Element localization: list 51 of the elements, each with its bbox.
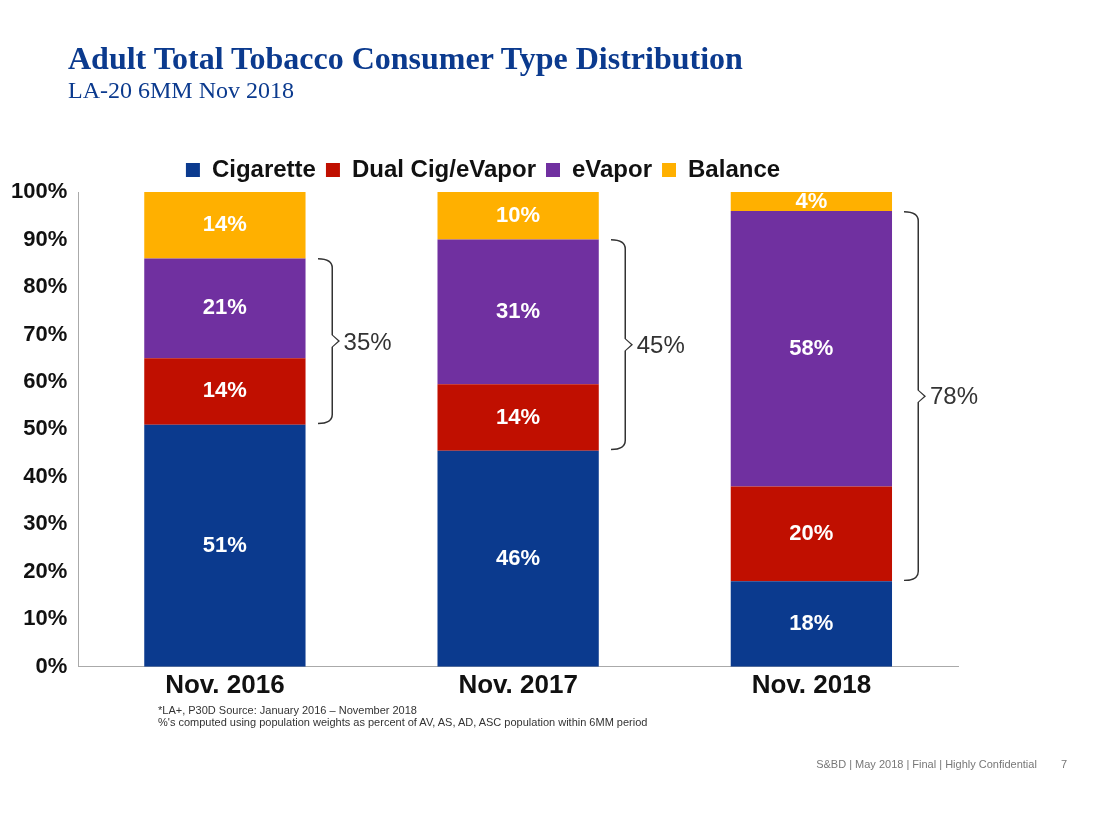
text: *LA+, P30D Source: January 2016 – November 2018: [158, 704, 418, 716]
bar: [144, 358, 306, 425]
bar: [437, 450, 599, 667]
annotation: 35%: [343, 327, 392, 356]
y-tick-label: 80%: [23, 273, 68, 299]
data-label: 31%: [496, 297, 541, 323]
bar: [437, 384, 599, 451]
chart-title: Adult Total Tobacco Consumer Type Distribution: [68, 40, 744, 77]
bar: [144, 258, 306, 359]
bar: [437, 239, 599, 385]
data-label: 51%: [202, 531, 247, 557]
data-label: 10%: [496, 201, 541, 227]
y-tick-label: 100%: [10, 178, 68, 204]
x-tick-label: Nov. 2018: [751, 668, 872, 699]
x-tick-label: Nov. 2016: [165, 668, 285, 699]
y-tick-label: 10%: [23, 605, 68, 631]
y-tick-label: 20%: [23, 557, 68, 583]
bar: [730, 581, 893, 667]
data-label: 14%: [202, 377, 247, 403]
x-tick-label: Nov. 2017: [458, 668, 578, 699]
bar: [730, 192, 893, 211]
bar: [437, 192, 599, 240]
chart-subtitle: LA-20 6MM Nov 2018: [68, 77, 295, 104]
y-tick-label: 70%: [23, 320, 68, 346]
text: 7: [1060, 758, 1067, 770]
y-tick-label: 60%: [23, 367, 68, 393]
y-tick-label: 0%: [35, 652, 68, 678]
text: %'s computed using population weights as percent of AV, AS, AD, ASC population within 6MM period: [158, 716, 649, 728]
data-label: 21%: [202, 294, 247, 320]
data-label: 14%: [496, 403, 541, 429]
legend-label: eVapor: [571, 154, 653, 182]
y-tick-label: 40%: [23, 462, 68, 488]
bar: [730, 486, 893, 582]
bar: [144, 424, 306, 667]
y-tick-label: 30%: [23, 510, 68, 536]
data-label: 46%: [496, 544, 541, 570]
bar: [730, 210, 893, 487]
data-label: 20%: [789, 519, 834, 545]
y-tick-label: 90%: [23, 225, 68, 251]
y-tick-label: 50%: [23, 415, 68, 441]
text: S&BD | May 2018 | Final | Highly Confidential: [816, 758, 1037, 770]
annotation: 78%: [930, 382, 979, 411]
legend-label: Cigarette: [211, 154, 316, 182]
annotation: 45%: [636, 331, 685, 360]
data-label: 4%: [795, 187, 828, 213]
bar: [144, 192, 306, 259]
data-label: 14%: [202, 211, 247, 237]
legend-label: Dual Cig/eVapor: [351, 154, 536, 182]
legend-label: Balance: [688, 154, 781, 182]
data-label: 18%: [789, 610, 834, 636]
data-label: 58%: [789, 334, 834, 360]
